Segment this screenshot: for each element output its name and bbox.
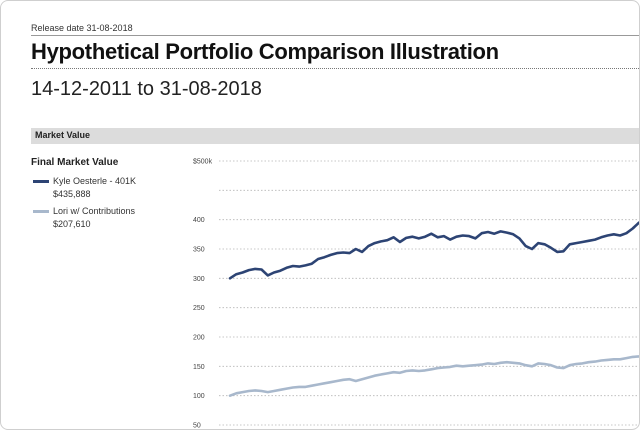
y-tick-label: $500k — [193, 159, 213, 166]
legend-item: Lori w/ Contributions $207,610 — [31, 205, 191, 231]
legend-item: Kyle Oesterle - 401K $435,888 — [31, 175, 191, 201]
page-title: Hypothetical Portfolio Comparison Illust… — [31, 39, 499, 64]
legend-series-name: Lori w/ Contributions — [53, 206, 136, 216]
y-tick-label: 100 — [193, 393, 205, 400]
header-rule — [31, 35, 639, 36]
y-tick-label: 300 — [193, 276, 205, 283]
title-divider — [31, 68, 639, 69]
section-label: Market Value — [35, 130, 91, 140]
section-header: Market Value — [31, 128, 639, 144]
legend-series-value: $435,888 — [53, 189, 91, 199]
legend-swatch — [33, 210, 49, 213]
y-tick-label: 150 — [193, 364, 205, 371]
y-tick-label: 200 — [193, 335, 205, 342]
legend-series-name: Kyle Oesterle - 401K — [53, 176, 137, 186]
series-line — [228, 355, 639, 398]
release-date: Release date 31-08-2018 — [31, 23, 133, 33]
legend-title: Final Market Value — [31, 157, 119, 168]
y-tick-label: 50 — [193, 423, 201, 430]
legend-swatch — [33, 180, 49, 183]
date-range-subtitle: 14-12-2011 to 31-08-2018 — [31, 78, 262, 100]
series-line — [228, 221, 639, 280]
legend-series-value: $207,610 — [53, 219, 91, 229]
legend: Final Market Value Kyle Oesterle - 401K … — [31, 157, 191, 235]
y-tick-label: 250 — [193, 305, 205, 312]
y-tick-label: 350 — [193, 247, 205, 254]
y-tick-label: 400 — [193, 217, 205, 224]
